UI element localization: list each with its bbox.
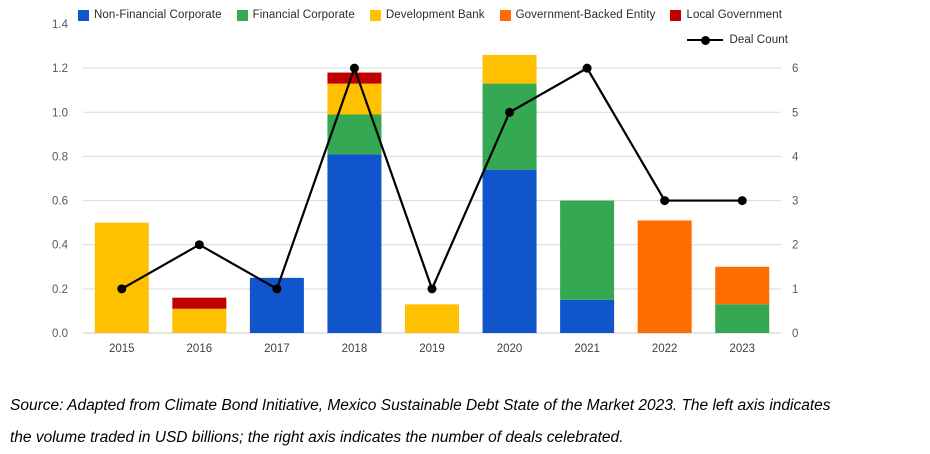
bar-segment (482, 54, 537, 84)
legend-item: Development Bank (369, 9, 485, 21)
legend-label: Development Bank (385, 9, 485, 21)
deal-count-marker (660, 196, 670, 206)
source-note-line2: the volume traded in USD billions; the r… (10, 429, 624, 446)
right-axis-tick-label: 3 (792, 196, 798, 208)
left-axis-tick-label: 0.0 (52, 328, 68, 340)
left-axis-tick-label: 1.4 (52, 19, 69, 31)
source-note: Source: Adapted from Climate Bond Initia… (10, 390, 922, 454)
legend-swatch-icon (670, 9, 682, 21)
bar-segment (327, 154, 382, 333)
bar-segment (715, 266, 770, 305)
bar-segment (172, 308, 227, 333)
deal-count-marker (737, 196, 747, 206)
legend-swatch-icon (499, 9, 511, 21)
x-axis-category-label: 2022 (652, 343, 678, 355)
legend-label: Non-Financial Corporate (94, 9, 222, 21)
x-axis-category-label: 2020 (497, 343, 523, 355)
left-axis-tick-label: 1.2 (52, 63, 68, 75)
deal-count-marker (117, 284, 127, 294)
x-axis-category-label: 2018 (342, 343, 368, 355)
right-axis-tick-label: 6 (792, 63, 798, 75)
right-axis-tick-label: 4 (792, 151, 799, 163)
deal-count-marker (349, 63, 359, 73)
right-axis-tick-label: 0 (792, 328, 798, 340)
legend-label: Financial Corporate (252, 9, 355, 21)
right-axis-tick-label: 5 (792, 107, 798, 119)
legend-item: Financial Corporate (236, 9, 355, 21)
source-note-line1: Source: Adapted from Climate Bond Initia… (10, 397, 831, 414)
deal-count-marker (505, 107, 515, 117)
legend-item: Government-Backed Entity (499, 9, 656, 21)
legend-swatch-icon (236, 9, 248, 21)
left-axis-tick-label: 0.4 (52, 240, 69, 252)
legend-label: Local Government (686, 9, 783, 21)
deal-count-dot-icon (700, 35, 710, 45)
legend-swatch-icon (369, 9, 381, 21)
bar-segment (637, 220, 692, 333)
bar-segment (560, 200, 615, 300)
legend-item-deal-count: Deal Count (687, 34, 788, 46)
x-axis-category-label: 2023 (729, 343, 755, 355)
deal-count-marker (582, 63, 592, 73)
x-axis-category-label: 2021 (574, 343, 600, 355)
legend-item: Non-Financial Corporate (78, 9, 222, 21)
x-axis-category-label: 2016 (187, 343, 213, 355)
chart-legend: Non-Financial Corporate Financial Corpora… (78, 9, 782, 21)
left-axis-tick-label: 0.2 (52, 284, 68, 296)
right-axis-tick-label: 1 (792, 284, 798, 296)
deal-count-marker (194, 240, 204, 250)
bar-segment (715, 304, 770, 333)
deal-count-marker (272, 284, 282, 294)
legend-swatch-icon (78, 9, 89, 21)
legend-label: Government-Backed Entity (515, 9, 656, 21)
left-axis-tick-label: 0.8 (52, 151, 68, 163)
x-axis-category-label: 2019 (419, 343, 445, 355)
deal-count-marker (427, 284, 437, 294)
bar-segment (405, 304, 459, 333)
bar-segment (560, 299, 615, 333)
deal-count-line-marker-icon (687, 35, 724, 45)
bar-segment (327, 72, 382, 84)
left-axis-tick-label: 1.0 (52, 107, 68, 119)
right-axis-tick-label: 2 (792, 240, 798, 252)
left-axis-tick-label: 0.6 (52, 196, 68, 208)
bar-segment (327, 83, 382, 115)
chart-plot-area: 0.0 0.2 0.4 0.6 0.8 1.0 1.2 1.4 0 1 2 3 4 5 6 2015 2016 2… (52, 19, 799, 355)
bar-segment (172, 297, 227, 309)
bar-segment (482, 169, 537, 333)
x-axis-category-label: 2015 (109, 343, 135, 355)
x-axis-category-label: 2017 (264, 343, 290, 355)
legend-item: Local Government (670, 9, 782, 21)
legend-label-deal-count: Deal Count (729, 34, 788, 46)
